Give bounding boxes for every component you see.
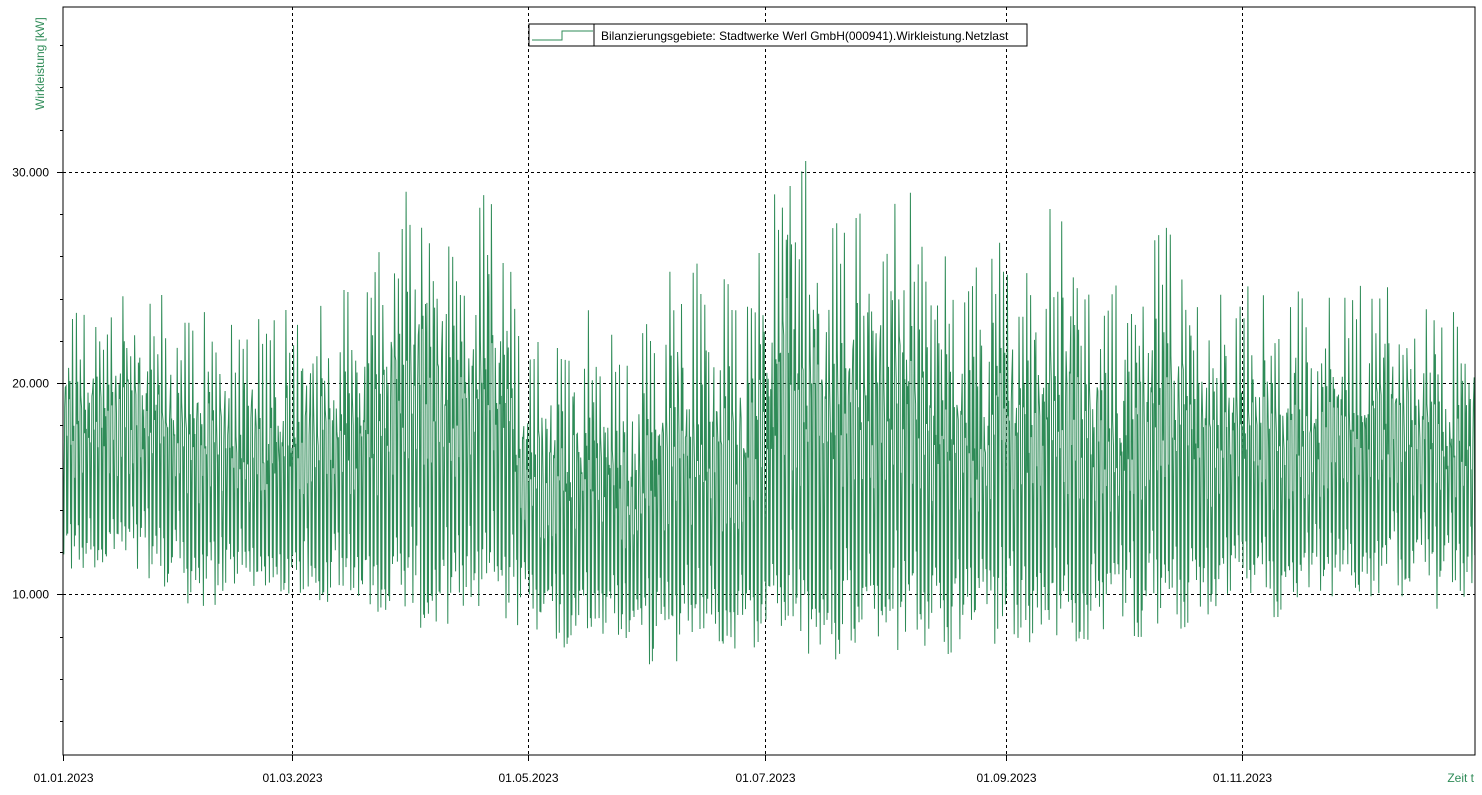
series-group: [62, 160, 1476, 665]
legend: Bilanzierungsgebiete: Stadtwerke Werl Gm…: [528, 23, 1028, 47]
x-axis-ticks: 01.01.2023 01.03.2023 01.05.2023 01.07.2023…: [33, 755, 1272, 785]
plot-frame: [62, 6, 1476, 756]
legend-box: [528, 23, 1028, 47]
y-tick-label: 10.000: [12, 588, 49, 602]
y-axis-ticks: 10.000 20.000 30.000: [12, 45, 63, 722]
x-tick-label: 01.07.2023: [735, 771, 795, 785]
x-tick-label: 01.09.2023: [976, 771, 1036, 785]
series-line: [62, 160, 1476, 665]
x-axis-title: Zeit t: [1447, 771, 1474, 785]
y-axis-title: Wirkleistung [kW]: [33, 17, 47, 110]
y-tick-label: 20.000: [12, 377, 49, 391]
x-tick-label: 01.01.2023: [33, 771, 93, 785]
x-tick-label: 01.03.2023: [262, 771, 322, 785]
legend-label: Bilanzierungsgebiete: Stadtwerke Werl Gm…: [601, 29, 1009, 43]
x-tick-label: 01.05.2023: [498, 771, 558, 785]
legend-swatch: [532, 30, 593, 41]
x-tick-label: 01.11.2023: [1213, 771, 1272, 785]
y-tick-label: 30.000: [12, 166, 49, 180]
